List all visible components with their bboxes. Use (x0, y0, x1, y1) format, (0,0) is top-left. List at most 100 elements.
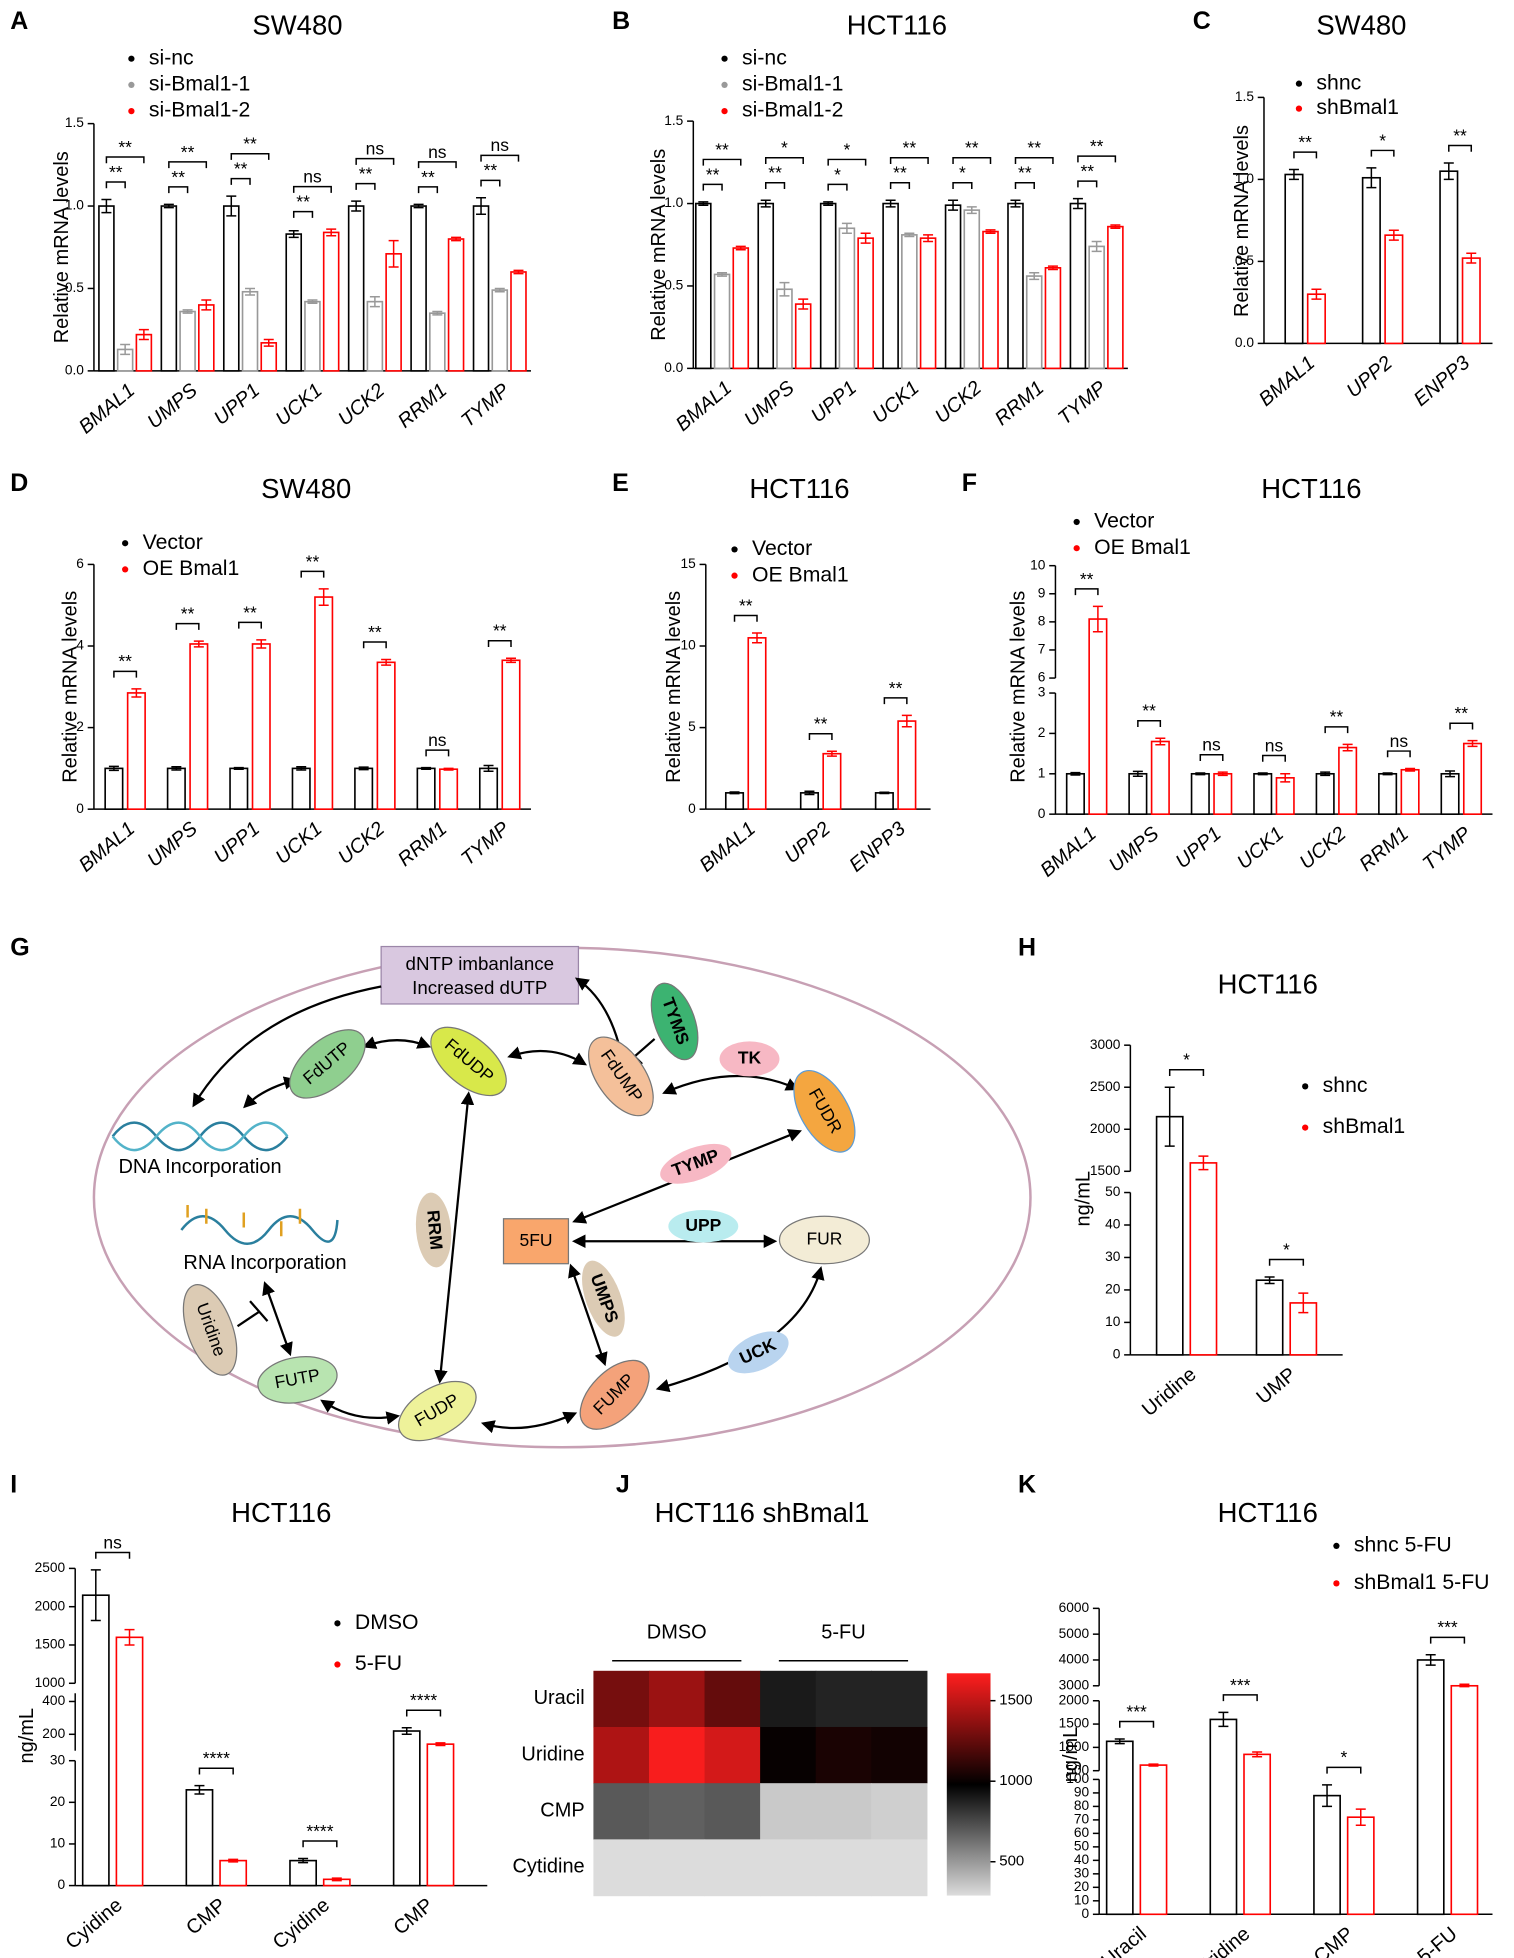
significance-bracket (95, 1551, 131, 1559)
panel-letter: J (616, 1471, 630, 1499)
y-tick-label: 4000 (1059, 1652, 1090, 1667)
significance-bracket (1429, 1636, 1466, 1644)
x-tick-label: TYMP (1054, 376, 1111, 429)
bar (1275, 777, 1295, 815)
bar (241, 290, 259, 372)
y-tick-label: 100 (1066, 1771, 1089, 1786)
bar (1065, 772, 1085, 815)
colorbar-tick-label: 500 (999, 1853, 1024, 1870)
y-tick-label: 40 (1105, 1217, 1121, 1232)
bar (713, 273, 731, 370)
chart-title: SW480 (252, 10, 342, 41)
significance-label: ** (484, 160, 498, 180)
bar (185, 1789, 214, 1887)
inhibit (236, 1300, 269, 1328)
x-tick-label: ENPP3 (1410, 352, 1474, 411)
node: RRM (415, 1192, 452, 1268)
significance-bracket (1077, 155, 1117, 163)
bar (1338, 746, 1358, 815)
error-bar (1288, 168, 1299, 181)
x-tick-label: Cyidine (62, 1894, 127, 1954)
y-tick-label: 0.0 (664, 360, 683, 375)
error-bar (1445, 770, 1456, 778)
legend-marker (334, 1661, 341, 1668)
error-bar (131, 688, 142, 698)
legend-label: si-nc (742, 46, 787, 69)
legend-marker (1073, 545, 1080, 552)
y-tick-label: 2000 (35, 1598, 66, 1613)
error-bar (443, 767, 454, 771)
error-bar (358, 766, 369, 771)
bar (1461, 257, 1481, 345)
error-bar (1459, 1683, 1470, 1688)
significance-label: * (1379, 130, 1386, 150)
label: RNA Incorporation (183, 1252, 346, 1274)
error-bar (1342, 743, 1353, 752)
y-tick-label: 0 (1038, 806, 1046, 821)
arrow (320, 1399, 401, 1425)
bar (426, 1743, 455, 1887)
legend-label: shnc (1323, 1074, 1368, 1097)
legend-label: DMSO (355, 1611, 419, 1634)
significance-bracket (168, 186, 189, 194)
significance-label: ** (739, 595, 753, 615)
cell-outline (92, 946, 1032, 1449)
legend-label: shBmal1 (1316, 96, 1399, 119)
x-tick-label: UCK1 (272, 818, 327, 869)
y-tick-label: 20 (50, 1794, 66, 1809)
legend-marker (122, 566, 129, 573)
error-bar (1443, 162, 1454, 181)
chart-title: HCT116 (231, 1497, 331, 1528)
x-tick-label: BMAL1 (696, 818, 760, 877)
panel-letter: A (10, 7, 28, 35)
error-bar (432, 310, 443, 316)
significance-label: * (1340, 1747, 1347, 1767)
chart-title: HCT116 (1218, 969, 1318, 1000)
significance-label: *** (1230, 1675, 1251, 1695)
bar (510, 271, 527, 372)
node: FUR (778, 1215, 871, 1265)
x-tick-label: UPP1 (210, 379, 264, 429)
legend-label: 5-FU (355, 1652, 402, 1675)
legend-label: Vector (752, 537, 812, 560)
y-tick-label: 5 (688, 719, 696, 734)
error-bar (193, 640, 204, 648)
error-bar (1091, 240, 1102, 253)
significance-label: ** (306, 551, 320, 571)
legend-label: OE Bmal1 (143, 557, 240, 580)
significance-label: ** (715, 139, 729, 159)
bar (919, 237, 937, 370)
heatmap-cell (815, 1670, 872, 1728)
box-line: dNTP imbanlance (406, 953, 554, 974)
bar (179, 310, 196, 372)
legend-label: Vector (143, 531, 203, 554)
significance-label: ** (1330, 707, 1344, 727)
significance-bracket (417, 186, 439, 194)
error-bar (331, 1877, 342, 1882)
bar (1069, 202, 1087, 370)
y-tick-label: 7 (1038, 642, 1046, 657)
chart-title: SW480 (1316, 10, 1406, 41)
y-tick-label: 6000 (1059, 1600, 1090, 1615)
significance-bracket (230, 152, 270, 160)
error-bar (483, 764, 494, 772)
error-bar (138, 328, 149, 341)
error-bar (1388, 229, 1399, 241)
error-bar (1155, 737, 1166, 746)
bar (1189, 1162, 1218, 1356)
rna-strand (180, 1215, 339, 1245)
x-tick-label: RRM1 (991, 377, 1048, 430)
y-tick-label: 0 (76, 801, 84, 816)
node-label: RRM (423, 1209, 446, 1250)
significance-bracket (302, 1840, 338, 1848)
significance-label: **** (410, 1690, 437, 1710)
heatmap-cell (593, 1783, 650, 1840)
arrow (434, 1091, 475, 1384)
y-axis-label: ng/mL (1060, 1727, 1082, 1783)
y-tick-label: 1.5 (65, 115, 84, 130)
significance-bracket (113, 670, 138, 678)
error-bar (698, 201, 709, 206)
heatmap-cell (648, 1783, 706, 1840)
bar (732, 247, 750, 370)
heatmap-cell (760, 1670, 817, 1728)
